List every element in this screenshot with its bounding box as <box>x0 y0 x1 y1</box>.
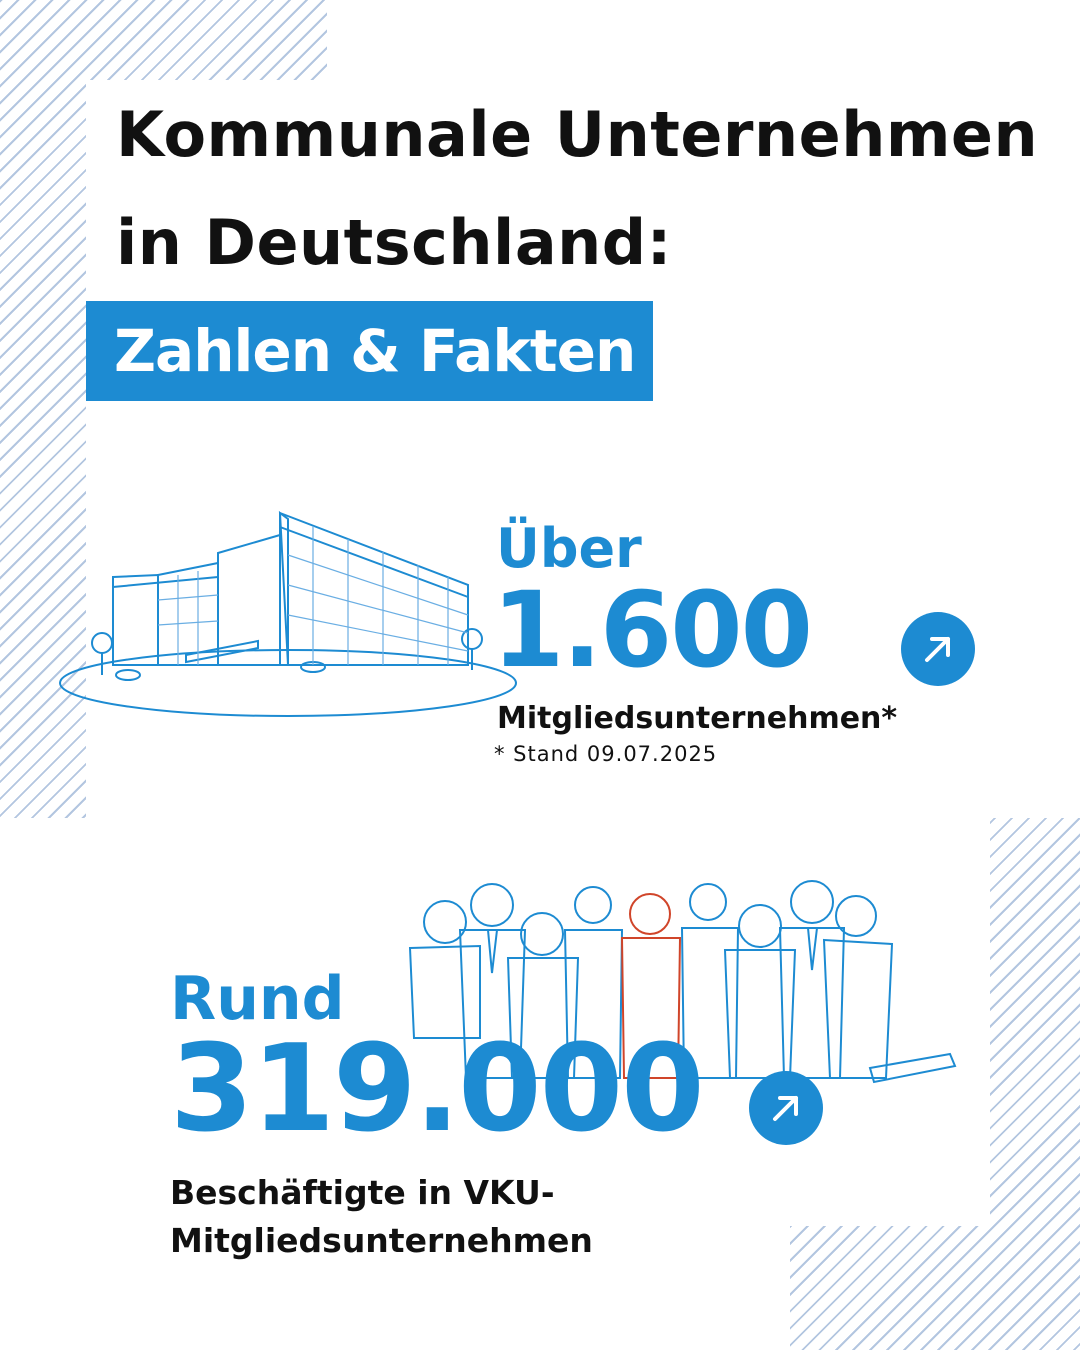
employees-label-line1: Beschäftigte in VKU- <box>170 1173 555 1212</box>
office-building-illustration <box>59 510 517 717</box>
section-tag: Zahlen & Fakten <box>86 301 653 401</box>
members-value: 1.600 <box>492 569 813 691</box>
employees-arrow-button[interactable] <box>749 1071 823 1145</box>
employees-prefix: Rund <box>170 964 345 1034</box>
page-title-line2: in Deutschland: <box>116 206 672 279</box>
members-prefix: Über <box>496 517 642 580</box>
members-arrow-button[interactable] <box>901 612 975 686</box>
arrow-up-right-icon <box>773 1096 798 1121</box>
section-tag-label: Zahlen & Fakten <box>114 317 636 385</box>
members-label: Mitgliedsunternehmen* <box>497 701 898 736</box>
people-group-illustration <box>408 880 957 1084</box>
employees-label-line2: Mitgliedsunternehmen <box>170 1221 593 1260</box>
members-footnote: * Stand 09.07.2025 <box>494 742 718 766</box>
employees-value: 319.000 <box>170 1020 705 1159</box>
arrow-up-right-icon <box>925 637 950 662</box>
white-panel-top <box>86 80 1080 818</box>
page-title-line1: Kommunale Unternehmen <box>116 98 1039 171</box>
